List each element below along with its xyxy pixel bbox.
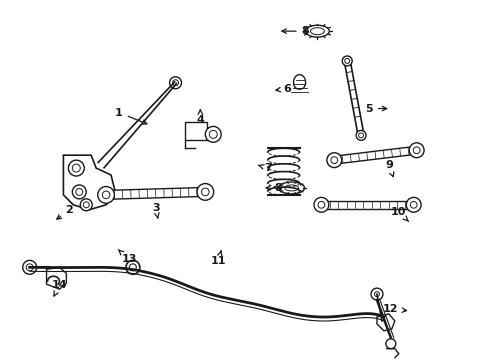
Circle shape (129, 264, 136, 271)
Ellipse shape (413, 147, 420, 154)
Ellipse shape (314, 197, 329, 212)
Ellipse shape (406, 197, 421, 212)
Text: 14: 14 (51, 280, 67, 296)
Circle shape (356, 130, 366, 140)
Ellipse shape (311, 28, 324, 35)
Ellipse shape (102, 191, 110, 199)
Circle shape (205, 126, 221, 142)
Ellipse shape (279, 182, 305, 194)
Polygon shape (47, 267, 66, 289)
Polygon shape (294, 75, 306, 89)
Ellipse shape (197, 184, 214, 200)
Circle shape (170, 77, 181, 89)
Ellipse shape (327, 153, 342, 167)
Circle shape (69, 160, 84, 176)
Ellipse shape (201, 188, 209, 196)
FancyBboxPatch shape (185, 122, 207, 140)
Text: 11: 11 (211, 251, 226, 266)
Text: 4: 4 (196, 109, 204, 126)
Circle shape (359, 133, 364, 138)
Circle shape (209, 130, 217, 138)
Text: 2: 2 (57, 205, 73, 219)
Ellipse shape (409, 143, 424, 158)
Ellipse shape (331, 157, 338, 163)
Circle shape (342, 56, 352, 66)
Circle shape (386, 339, 396, 349)
Circle shape (76, 188, 83, 195)
Text: 3: 3 (152, 203, 160, 219)
Polygon shape (321, 201, 414, 209)
Ellipse shape (306, 25, 329, 37)
Ellipse shape (318, 202, 325, 208)
Polygon shape (63, 155, 116, 210)
Ellipse shape (285, 185, 298, 191)
Text: 8: 8 (266, 183, 283, 193)
Text: 7: 7 (258, 163, 271, 173)
Ellipse shape (410, 202, 417, 208)
Polygon shape (334, 146, 417, 164)
Circle shape (73, 164, 80, 172)
Circle shape (345, 58, 350, 63)
Circle shape (73, 185, 86, 199)
Circle shape (126, 260, 140, 274)
Polygon shape (344, 60, 364, 136)
Polygon shape (106, 188, 205, 199)
Text: 6: 6 (276, 84, 292, 94)
Text: 10: 10 (391, 207, 409, 221)
Circle shape (83, 202, 89, 208)
Ellipse shape (98, 186, 115, 203)
Circle shape (23, 260, 37, 274)
Text: 12: 12 (383, 304, 407, 314)
Circle shape (80, 199, 92, 211)
Circle shape (374, 292, 379, 297)
Polygon shape (377, 314, 395, 331)
Circle shape (172, 80, 178, 86)
Text: 1: 1 (115, 108, 147, 124)
Circle shape (26, 264, 33, 271)
Text: 5: 5 (365, 104, 387, 113)
Text: 9: 9 (385, 160, 394, 177)
Text: 13: 13 (119, 250, 137, 264)
Circle shape (371, 288, 383, 300)
Text: 8: 8 (282, 26, 309, 36)
